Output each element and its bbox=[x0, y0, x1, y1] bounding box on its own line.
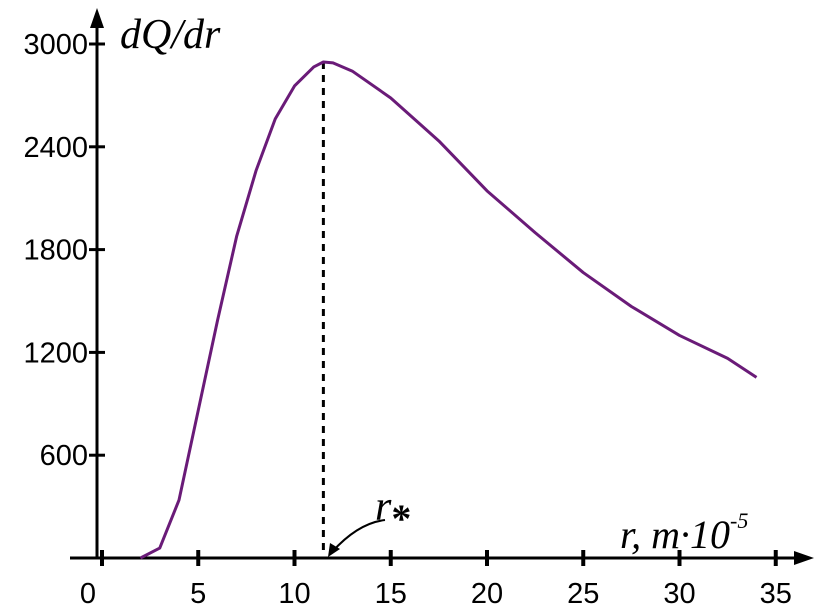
annotation: r* bbox=[375, 484, 411, 541]
y-tick-label: 1200 bbox=[23, 337, 88, 369]
annotation-subscript: * bbox=[391, 496, 411, 541]
x-arrow bbox=[794, 551, 814, 565]
x-tick-label: 10 bbox=[278, 578, 310, 610]
x-tick-label: 0 bbox=[80, 578, 96, 610]
y-tick-label: 3000 bbox=[23, 29, 88, 61]
x-label-exponent: -5 bbox=[730, 508, 748, 533]
data-line bbox=[139, 60, 758, 560]
y-tick-label: 600 bbox=[40, 440, 88, 472]
x-tick-label: 20 bbox=[471, 578, 503, 610]
y-arrow bbox=[90, 8, 104, 28]
annotation-arrow bbox=[331, 519, 386, 553]
y-tick-label: 1800 bbox=[23, 235, 88, 267]
x-tick-label: 25 bbox=[567, 578, 599, 610]
y-label: dQ/dr bbox=[120, 12, 221, 58]
x-tick-label: 15 bbox=[375, 578, 407, 610]
x-tick-label: 5 bbox=[190, 578, 206, 610]
annotation-text: r bbox=[375, 484, 392, 530]
annotation-arrowhead bbox=[328, 543, 340, 557]
x-label-text: r, m·10 bbox=[620, 512, 730, 557]
x-tick-label: 30 bbox=[663, 578, 695, 610]
y-tick-label: 2400 bbox=[23, 132, 88, 164]
x-label: r, m·10-5 bbox=[620, 508, 748, 557]
x-tick-label: 35 bbox=[760, 578, 792, 610]
